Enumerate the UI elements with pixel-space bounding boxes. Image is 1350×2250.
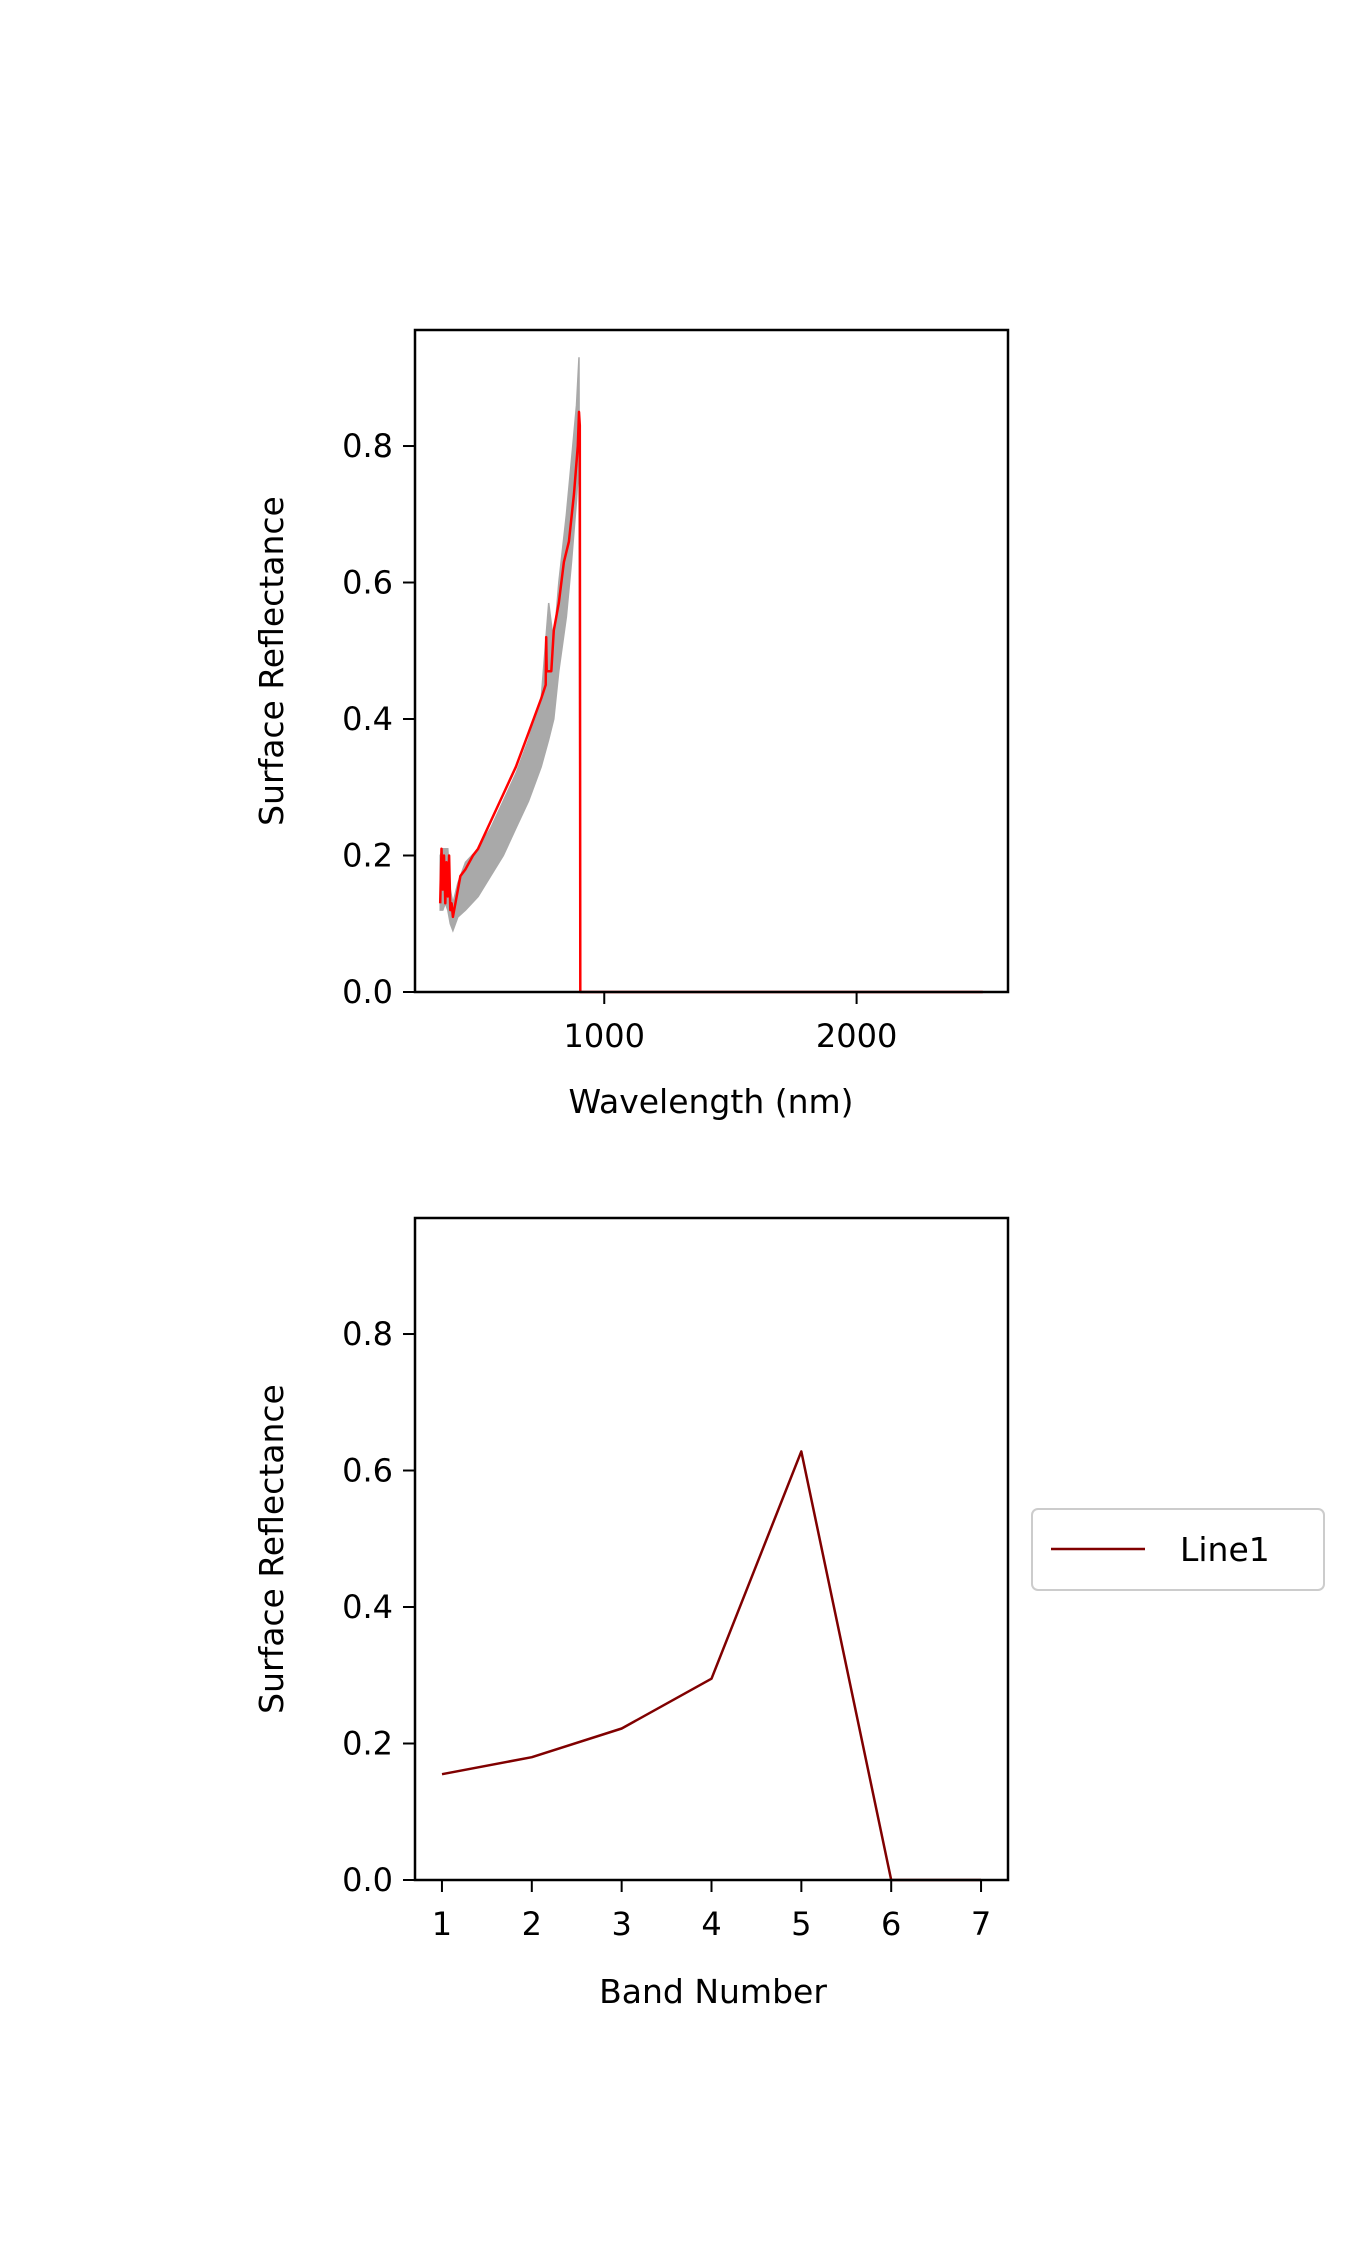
spectrum-y-tick-label: 0.6 [342, 564, 393, 602]
spectrum-x-axis-label: Wavelength (nm) [568, 1082, 853, 1121]
spectrum-plot-frame [413, 328, 1010, 994]
band-y-tick-label: 0.6 [342, 1452, 393, 1490]
band-x-tick-label: 1 [432, 1905, 452, 1943]
legend-label-line1: Line1 [1180, 1530, 1270, 1569]
spectrum-y-tick-label: 0.2 [342, 837, 393, 875]
band-y-axis-label: Surface Reflectance [252, 1384, 291, 1714]
spectrum-y-tick-label: 0.8 [342, 427, 393, 465]
sample-spectra-band [439, 357, 582, 993]
mean-spectrum-line [438, 410, 983, 994]
band-y-tick-label: 0.2 [342, 1725, 393, 1763]
spectrum-x-tick-label: 2000 [816, 1017, 897, 1055]
band-series-line [441, 1450, 981, 1882]
band-y-tick-label: 0.8 [342, 1315, 393, 1353]
band-y-tick-label: 0.0 [342, 1861, 393, 1899]
band-x-axis-label: Band Number [599, 1972, 827, 2011]
spectrum-y-tick-label: 0.4 [342, 700, 393, 738]
spectrum-y-axis-label: Surface Reflectance [252, 496, 291, 826]
legend: Line1 [1031, 1508, 1325, 1591]
band-data-layer [441, 1450, 981, 1882]
band-y-tick-label: 0.4 [342, 1588, 393, 1626]
legend-box [1031, 1508, 1325, 1591]
band-x-tick-label: 7 [971, 1905, 991, 1943]
band-plot: 0.0 0.2 0.4 0.6 0.8 1 2 3 4 5 6 7 Band Number Surfa… [252, 1216, 1325, 2011]
spectrum-y-tick-label: 0.0 [342, 973, 393, 1011]
band-x-tick-label: 6 [881, 1905, 901, 1943]
spectrum-data-layer [438, 357, 983, 994]
band-ticks: 0.0 0.2 0.4 0.6 0.8 1 2 3 4 5 6 7 [342, 1315, 991, 1943]
band-x-tick-label: 3 [611, 1905, 631, 1943]
band-x-tick-label: 2 [522, 1905, 542, 1943]
spectrum-x-tick-label: 1000 [564, 1017, 645, 1055]
spectrum-ticks: 0.0 0.2 0.4 0.6 0.8 1000 2000 [342, 427, 897, 1055]
band-x-tick-label: 5 [791, 1905, 811, 1943]
band-x-tick-label: 4 [701, 1905, 721, 1943]
band-plot-frame [413, 1216, 1010, 1882]
